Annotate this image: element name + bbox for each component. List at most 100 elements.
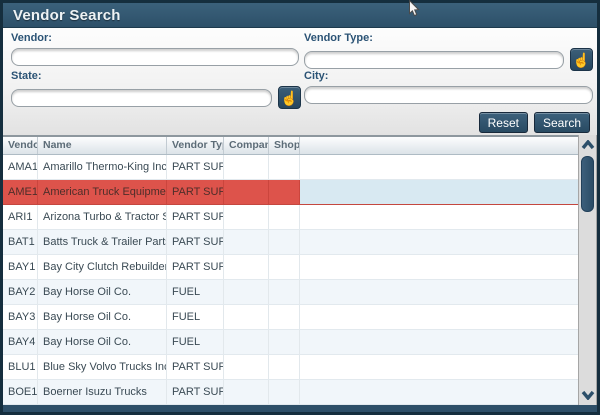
- cell-filler: [300, 155, 578, 179]
- form-actions: Reset Search: [478, 112, 590, 133]
- cell-vendor: BAY2: [3, 280, 38, 304]
- cell-shop: [269, 380, 300, 404]
- state-field-group: State: ☝: [11, 70, 301, 109]
- hand-pointer-icon: ☝: [572, 51, 591, 68]
- cell-name: Bay Horse Oil Co.: [38, 330, 167, 354]
- column-header-filler: [300, 137, 578, 154]
- cell-company: [224, 330, 269, 354]
- cell-vendor: BAY4: [3, 330, 38, 354]
- table-row-BAY2[interactable]: BAY2 Bay Horse Oil Co. FUEL: [3, 280, 578, 305]
- column-header-company[interactable]: Company: [224, 137, 269, 154]
- cell-shop: [269, 205, 300, 229]
- cell-filler: [300, 280, 578, 304]
- reset-button[interactable]: Reset: [478, 112, 528, 133]
- vendor-input[interactable]: [11, 48, 299, 66]
- table-row-BAY4[interactable]: BAY4 Bay Horse Oil Co. FUEL: [3, 330, 578, 355]
- cell-vendor-type: PART SUPPLY: [167, 205, 224, 229]
- scroll-up-arrow-icon[interactable]: [579, 137, 596, 153]
- cell-vendor: BAT1: [3, 230, 38, 254]
- table-row-BAY3[interactable]: BAY3 Bay Horse Oil Co. FUEL: [3, 305, 578, 330]
- column-header-vendor-type[interactable]: Vendor Type: [167, 137, 224, 154]
- cell-company: [224, 380, 269, 404]
- cell-name: Blue Sky Volvo Trucks Inc.: [38, 355, 167, 379]
- vertical-scrollbar[interactable]: [578, 135, 597, 405]
- state-input[interactable]: [11, 88, 272, 107]
- vendor-type-label: Vendor Type:: [304, 32, 373, 44]
- cell-company: [224, 230, 269, 254]
- cell-filler: [300, 205, 578, 229]
- hand-pointer-icon: ☝: [280, 89, 299, 106]
- cell-shop: [269, 355, 300, 379]
- cell-vendor-type: PART SUPPLY: [167, 155, 224, 179]
- city-label: City:: [304, 70, 329, 82]
- cell-company: [224, 280, 269, 304]
- search-button[interactable]: Search: [533, 112, 590, 133]
- cell-filler: [300, 380, 578, 404]
- cell-vendor: BAY1: [3, 255, 38, 279]
- cell-vendor-type: FUEL: [167, 330, 224, 354]
- cell-company: [224, 155, 269, 179]
- cell-vendor-type: PART SUPPLY: [167, 230, 224, 254]
- cell-name: Amarillo Thermo-King Inc.: [38, 155, 167, 179]
- cell-vendor: BOE1: [3, 380, 38, 404]
- column-header-vendor[interactable]: Vendor: [3, 137, 38, 154]
- cell-vendor-type: FUEL: [167, 305, 224, 329]
- cell-name: American Truck Equipment: [38, 180, 167, 204]
- cell-company: [224, 205, 269, 229]
- search-form: Vendor: Vendor Type: ☝ State: ☝: [3, 28, 597, 135]
- cell-shop: [269, 330, 300, 354]
- cell-name: Boerner Isuzu Trucks: [38, 380, 167, 404]
- vendor-label: Vendor:: [11, 32, 52, 44]
- cell-shop: [269, 255, 300, 279]
- vendor-type-input[interactable]: [304, 50, 564, 69]
- cell-company: [224, 305, 269, 329]
- cell-company: [224, 180, 269, 204]
- cell-filler: [300, 255, 578, 279]
- cell-company: [224, 255, 269, 279]
- cell-name: Bay Horse Oil Co.: [38, 280, 167, 304]
- cell-shop: [269, 230, 300, 254]
- scrollbar-thumb[interactable]: [581, 156, 594, 212]
- cell-filler: [300, 180, 578, 204]
- cell-shop: [269, 180, 300, 204]
- cell-name: Arizona Turbo & Tractor Supply Inc.: [38, 205, 167, 229]
- table-header: VendorNameVendor TypeCompanyShop: [3, 135, 578, 155]
- cell-vendor-type: PART SUPPLY: [167, 355, 224, 379]
- column-header-name[interactable]: Name: [38, 137, 167, 154]
- cell-filler: [300, 355, 578, 379]
- cell-vendor: ARI1: [3, 205, 38, 229]
- cell-shop: [269, 280, 300, 304]
- cell-vendor: AMA1: [3, 155, 38, 179]
- vendor-type-field-group: Vendor Type: ☝: [304, 32, 593, 71]
- cell-name: Bay Horse Oil Co.: [38, 305, 167, 329]
- scroll-down-arrow-icon[interactable]: [579, 387, 596, 403]
- cell-shop: [269, 155, 300, 179]
- vendor-field-group: Vendor:: [11, 32, 299, 66]
- cell-vendor-type: PART SUPPLY: [167, 180, 224, 204]
- cell-name: Batts Truck & Trailer Parts: [38, 230, 167, 254]
- cell-vendor: BAY3: [3, 305, 38, 329]
- column-header-shop[interactable]: Shop: [269, 137, 300, 154]
- window-title: Vendor Search: [13, 6, 121, 24]
- cell-vendor-type: PART SUPPLY: [167, 380, 224, 404]
- city-field-group: City:: [304, 70, 593, 104]
- state-picker-button[interactable]: ☝: [278, 86, 301, 109]
- vendor-type-picker-button[interactable]: ☝: [570, 48, 593, 71]
- cell-vendor: BLU1: [3, 355, 38, 379]
- cell-filler: [300, 330, 578, 354]
- window-footer-bar: [3, 405, 597, 412]
- city-input[interactable]: [304, 86, 593, 104]
- titlebar: Vendor Search: [3, 3, 597, 28]
- cell-filler: [300, 305, 578, 329]
- cell-vendor-type: FUEL: [167, 280, 224, 304]
- cell-vendor: AME1: [3, 180, 38, 204]
